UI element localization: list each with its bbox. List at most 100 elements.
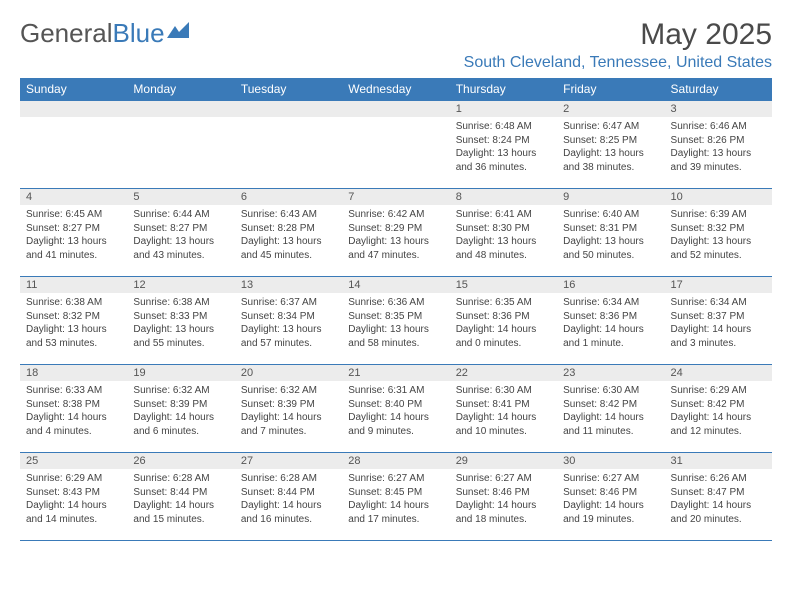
calendar-day-cell: 28Sunrise: 6:27 AMSunset: 8:45 PMDayligh… — [342, 453, 449, 541]
weekday-header: Saturday — [665, 78, 772, 101]
calendar-day-cell: 20Sunrise: 6:32 AMSunset: 8:39 PMDayligh… — [235, 365, 342, 453]
calendar-week-row: 4Sunrise: 6:45 AMSunset: 8:27 PMDaylight… — [20, 189, 772, 277]
day-details: Sunrise: 6:33 AMSunset: 8:38 PMDaylight:… — [20, 381, 127, 442]
calendar-day-cell: 30Sunrise: 6:27 AMSunset: 8:46 PMDayligh… — [557, 453, 664, 541]
brand-wave-icon — [167, 22, 189, 38]
calendar-day-cell — [342, 101, 449, 189]
calendar-day-cell: 9Sunrise: 6:40 AMSunset: 8:31 PMDaylight… — [557, 189, 664, 277]
day-details: Sunrise: 6:34 AMSunset: 8:37 PMDaylight:… — [665, 293, 772, 354]
day-number: 1 — [450, 101, 557, 117]
day-number: 17 — [665, 277, 772, 293]
calendar-day-cell: 18Sunrise: 6:33 AMSunset: 8:38 PMDayligh… — [20, 365, 127, 453]
calendar-day-cell — [127, 101, 234, 189]
calendar-week-row: 11Sunrise: 6:38 AMSunset: 8:32 PMDayligh… — [20, 277, 772, 365]
day-details: Sunrise: 6:42 AMSunset: 8:29 PMDaylight:… — [342, 205, 449, 266]
calendar-day-cell: 6Sunrise: 6:43 AMSunset: 8:28 PMDaylight… — [235, 189, 342, 277]
day-details: Sunrise: 6:39 AMSunset: 8:32 PMDaylight:… — [665, 205, 772, 266]
day-details: Sunrise: 6:28 AMSunset: 8:44 PMDaylight:… — [235, 469, 342, 530]
calendar-day-cell — [235, 101, 342, 189]
day-number: 16 — [557, 277, 664, 293]
day-number — [342, 101, 449, 117]
calendar-day-cell: 8Sunrise: 6:41 AMSunset: 8:30 PMDaylight… — [450, 189, 557, 277]
day-number: 11 — [20, 277, 127, 293]
calendar-day-cell: 5Sunrise: 6:44 AMSunset: 8:27 PMDaylight… — [127, 189, 234, 277]
day-details: Sunrise: 6:41 AMSunset: 8:30 PMDaylight:… — [450, 205, 557, 266]
day-details: Sunrise: 6:27 AMSunset: 8:46 PMDaylight:… — [557, 469, 664, 530]
calendar-day-cell: 17Sunrise: 6:34 AMSunset: 8:37 PMDayligh… — [665, 277, 772, 365]
calendar-day-cell: 27Sunrise: 6:28 AMSunset: 8:44 PMDayligh… — [235, 453, 342, 541]
calendar-week-row: 18Sunrise: 6:33 AMSunset: 8:38 PMDayligh… — [20, 365, 772, 453]
weekday-header: Wednesday — [342, 78, 449, 101]
calendar-day-cell: 3Sunrise: 6:46 AMSunset: 8:26 PMDaylight… — [665, 101, 772, 189]
day-number: 9 — [557, 189, 664, 205]
day-number: 28 — [342, 453, 449, 469]
day-details: Sunrise: 6:46 AMSunset: 8:26 PMDaylight:… — [665, 117, 772, 178]
calendar-day-cell: 25Sunrise: 6:29 AMSunset: 8:43 PMDayligh… — [20, 453, 127, 541]
calendar-day-cell: 10Sunrise: 6:39 AMSunset: 8:32 PMDayligh… — [665, 189, 772, 277]
brand-logo: GeneralBlue — [20, 18, 189, 49]
day-number: 23 — [557, 365, 664, 381]
calendar-day-cell: 22Sunrise: 6:30 AMSunset: 8:41 PMDayligh… — [450, 365, 557, 453]
day-number: 10 — [665, 189, 772, 205]
day-details: Sunrise: 6:48 AMSunset: 8:24 PMDaylight:… — [450, 117, 557, 178]
day-details: Sunrise: 6:38 AMSunset: 8:33 PMDaylight:… — [127, 293, 234, 354]
day-details: Sunrise: 6:47 AMSunset: 8:25 PMDaylight:… — [557, 117, 664, 178]
calendar-day-cell: 29Sunrise: 6:27 AMSunset: 8:46 PMDayligh… — [450, 453, 557, 541]
day-details: Sunrise: 6:38 AMSunset: 8:32 PMDaylight:… — [20, 293, 127, 354]
calendar-day-cell: 24Sunrise: 6:29 AMSunset: 8:42 PMDayligh… — [665, 365, 772, 453]
day-details: Sunrise: 6:27 AMSunset: 8:45 PMDaylight:… — [342, 469, 449, 530]
calendar-day-cell: 19Sunrise: 6:32 AMSunset: 8:39 PMDayligh… — [127, 365, 234, 453]
page-header: GeneralBlue May 2025 South Cleveland, Te… — [20, 18, 772, 72]
day-details: Sunrise: 6:44 AMSunset: 8:27 PMDaylight:… — [127, 205, 234, 266]
weekday-header: Friday — [557, 78, 664, 101]
day-details: Sunrise: 6:26 AMSunset: 8:47 PMDaylight:… — [665, 469, 772, 530]
day-details: Sunrise: 6:34 AMSunset: 8:36 PMDaylight:… — [557, 293, 664, 354]
day-number: 13 — [235, 277, 342, 293]
brand-part1: General — [20, 18, 113, 49]
calendar-day-cell: 23Sunrise: 6:30 AMSunset: 8:42 PMDayligh… — [557, 365, 664, 453]
day-details: Sunrise: 6:31 AMSunset: 8:40 PMDaylight:… — [342, 381, 449, 442]
day-details: Sunrise: 6:30 AMSunset: 8:41 PMDaylight:… — [450, 381, 557, 442]
day-number: 3 — [665, 101, 772, 117]
day-number: 19 — [127, 365, 234, 381]
calendar-day-cell: 31Sunrise: 6:26 AMSunset: 8:47 PMDayligh… — [665, 453, 772, 541]
day-number: 29 — [450, 453, 557, 469]
day-number: 14 — [342, 277, 449, 293]
day-details: Sunrise: 6:45 AMSunset: 8:27 PMDaylight:… — [20, 205, 127, 266]
calendar-day-cell: 16Sunrise: 6:34 AMSunset: 8:36 PMDayligh… — [557, 277, 664, 365]
day-number: 21 — [342, 365, 449, 381]
location-label: South Cleveland, Tennessee, United State… — [464, 54, 772, 72]
day-number: 26 — [127, 453, 234, 469]
calendar-day-cell: 1Sunrise: 6:48 AMSunset: 8:24 PMDaylight… — [450, 101, 557, 189]
calendar-page: GeneralBlue May 2025 South Cleveland, Te… — [0, 0, 792, 551]
day-number — [20, 101, 127, 117]
day-number: 8 — [450, 189, 557, 205]
calendar-day-cell: 12Sunrise: 6:38 AMSunset: 8:33 PMDayligh… — [127, 277, 234, 365]
day-number: 22 — [450, 365, 557, 381]
day-number: 25 — [20, 453, 127, 469]
day-details: Sunrise: 6:37 AMSunset: 8:34 PMDaylight:… — [235, 293, 342, 354]
title-block: May 2025 South Cleveland, Tennessee, Uni… — [464, 18, 772, 72]
day-details: Sunrise: 6:27 AMSunset: 8:46 PMDaylight:… — [450, 469, 557, 530]
calendar-day-cell: 15Sunrise: 6:35 AMSunset: 8:36 PMDayligh… — [450, 277, 557, 365]
calendar-week-row: 25Sunrise: 6:29 AMSunset: 8:43 PMDayligh… — [20, 453, 772, 541]
day-details: Sunrise: 6:30 AMSunset: 8:42 PMDaylight:… — [557, 381, 664, 442]
day-number: 30 — [557, 453, 664, 469]
day-number — [235, 101, 342, 117]
weekday-header-row: SundayMondayTuesdayWednesdayThursdayFrid… — [20, 78, 772, 101]
day-number: 7 — [342, 189, 449, 205]
day-details: Sunrise: 6:35 AMSunset: 8:36 PMDaylight:… — [450, 293, 557, 354]
day-details: Sunrise: 6:32 AMSunset: 8:39 PMDaylight:… — [235, 381, 342, 442]
weekday-header: Tuesday — [235, 78, 342, 101]
day-number: 24 — [665, 365, 772, 381]
day-number: 2 — [557, 101, 664, 117]
month-title: May 2025 — [464, 18, 772, 52]
calendar-day-cell: 26Sunrise: 6:28 AMSunset: 8:44 PMDayligh… — [127, 453, 234, 541]
day-number: 6 — [235, 189, 342, 205]
day-number — [127, 101, 234, 117]
weekday-header: Monday — [127, 78, 234, 101]
calendar-day-cell — [20, 101, 127, 189]
day-number: 15 — [450, 277, 557, 293]
calendar-day-cell: 7Sunrise: 6:42 AMSunset: 8:29 PMDaylight… — [342, 189, 449, 277]
day-number: 5 — [127, 189, 234, 205]
